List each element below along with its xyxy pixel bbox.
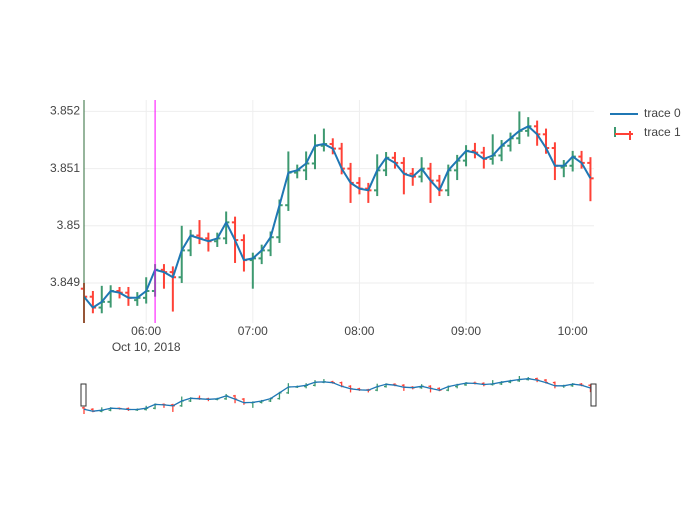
x-date-label: Oct 10, 2018	[112, 340, 181, 354]
legend-label: trace 1	[644, 125, 681, 139]
x-tick-label: 06:00	[131, 324, 161, 338]
slider-handle[interactable]	[80, 383, 87, 407]
legend-item[interactable]: trace 1	[614, 125, 681, 140]
x-tick-label: 07:00	[238, 324, 268, 338]
y-tick-label: 3.852	[50, 104, 80, 118]
legend-item[interactable]: trace 0	[610, 106, 681, 120]
x-tick-label: 08:00	[344, 324, 374, 338]
y-tick-label: 3.851	[50, 161, 80, 175]
range-slider	[80, 374, 597, 416]
plot	[80, 111, 594, 323]
line-trace	[83, 378, 591, 412]
slider-handle[interactable]	[590, 383, 597, 407]
line-trace	[83, 125, 592, 309]
y-tick-label: 3.85	[57, 218, 81, 232]
x-tick-label: 10:00	[558, 324, 588, 338]
legend-label: trace 0	[644, 106, 681, 120]
y-tick-label: 3.849	[50, 275, 80, 289]
x-tick-label: 09:00	[451, 324, 481, 338]
